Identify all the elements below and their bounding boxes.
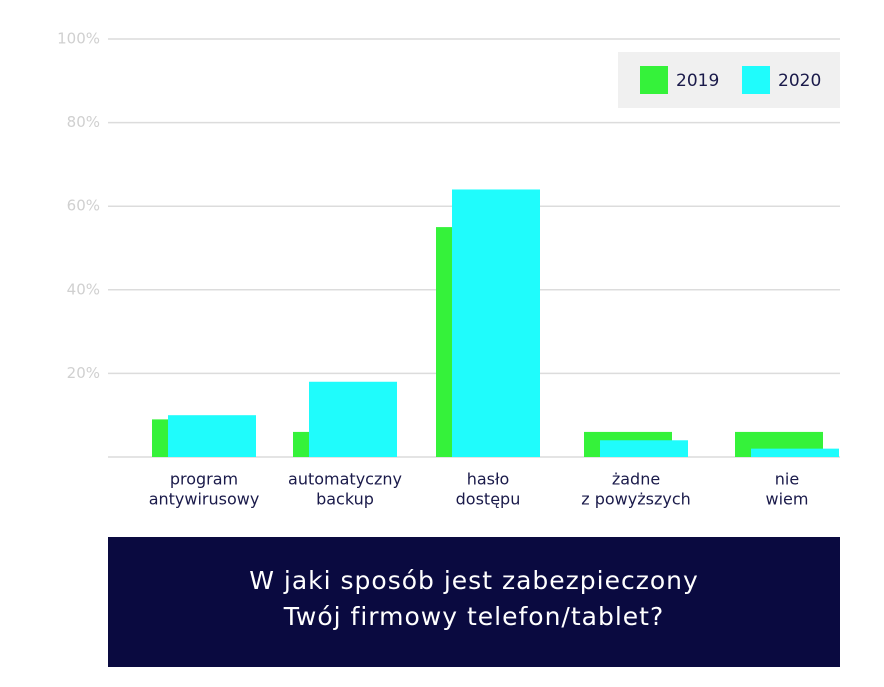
x-tick-label: hasło	[467, 470, 510, 489]
x-tick-label: dostępu	[456, 490, 521, 509]
x-tick-label: żadne	[612, 470, 660, 489]
title-box	[108, 537, 840, 667]
bar	[600, 440, 688, 457]
x-tick-label: automatyczny	[288, 470, 402, 489]
x-tick-label: program	[170, 470, 238, 489]
x-tick-label: antywirusowy	[149, 490, 260, 509]
legend-swatch	[742, 66, 770, 94]
bar	[452, 189, 540, 458]
y-tick-label: 40%	[67, 280, 100, 298]
legend-label: 2020	[778, 71, 821, 91]
y-tick-label: 20%	[67, 364, 100, 382]
y-tick-label: 60%	[67, 197, 100, 215]
bar	[309, 381, 397, 457]
y-tick-label: 100%	[57, 30, 100, 48]
legend-label: 2019	[676, 71, 719, 91]
x-tick-label: backup	[316, 490, 374, 509]
legend-swatch	[640, 66, 668, 94]
chart-title: W jaki sposób jest zabezpieczony	[249, 566, 699, 595]
x-tick-label: z powyższych	[581, 490, 691, 509]
bar	[168, 415, 256, 457]
y-tick-label: 80%	[67, 113, 100, 131]
x-tick-label: nie	[775, 470, 799, 489]
bar	[751, 448, 839, 457]
chart-title: Twój firmowy telefon/tablet?	[283, 602, 664, 631]
x-tick-label: wiem	[766, 490, 809, 509]
